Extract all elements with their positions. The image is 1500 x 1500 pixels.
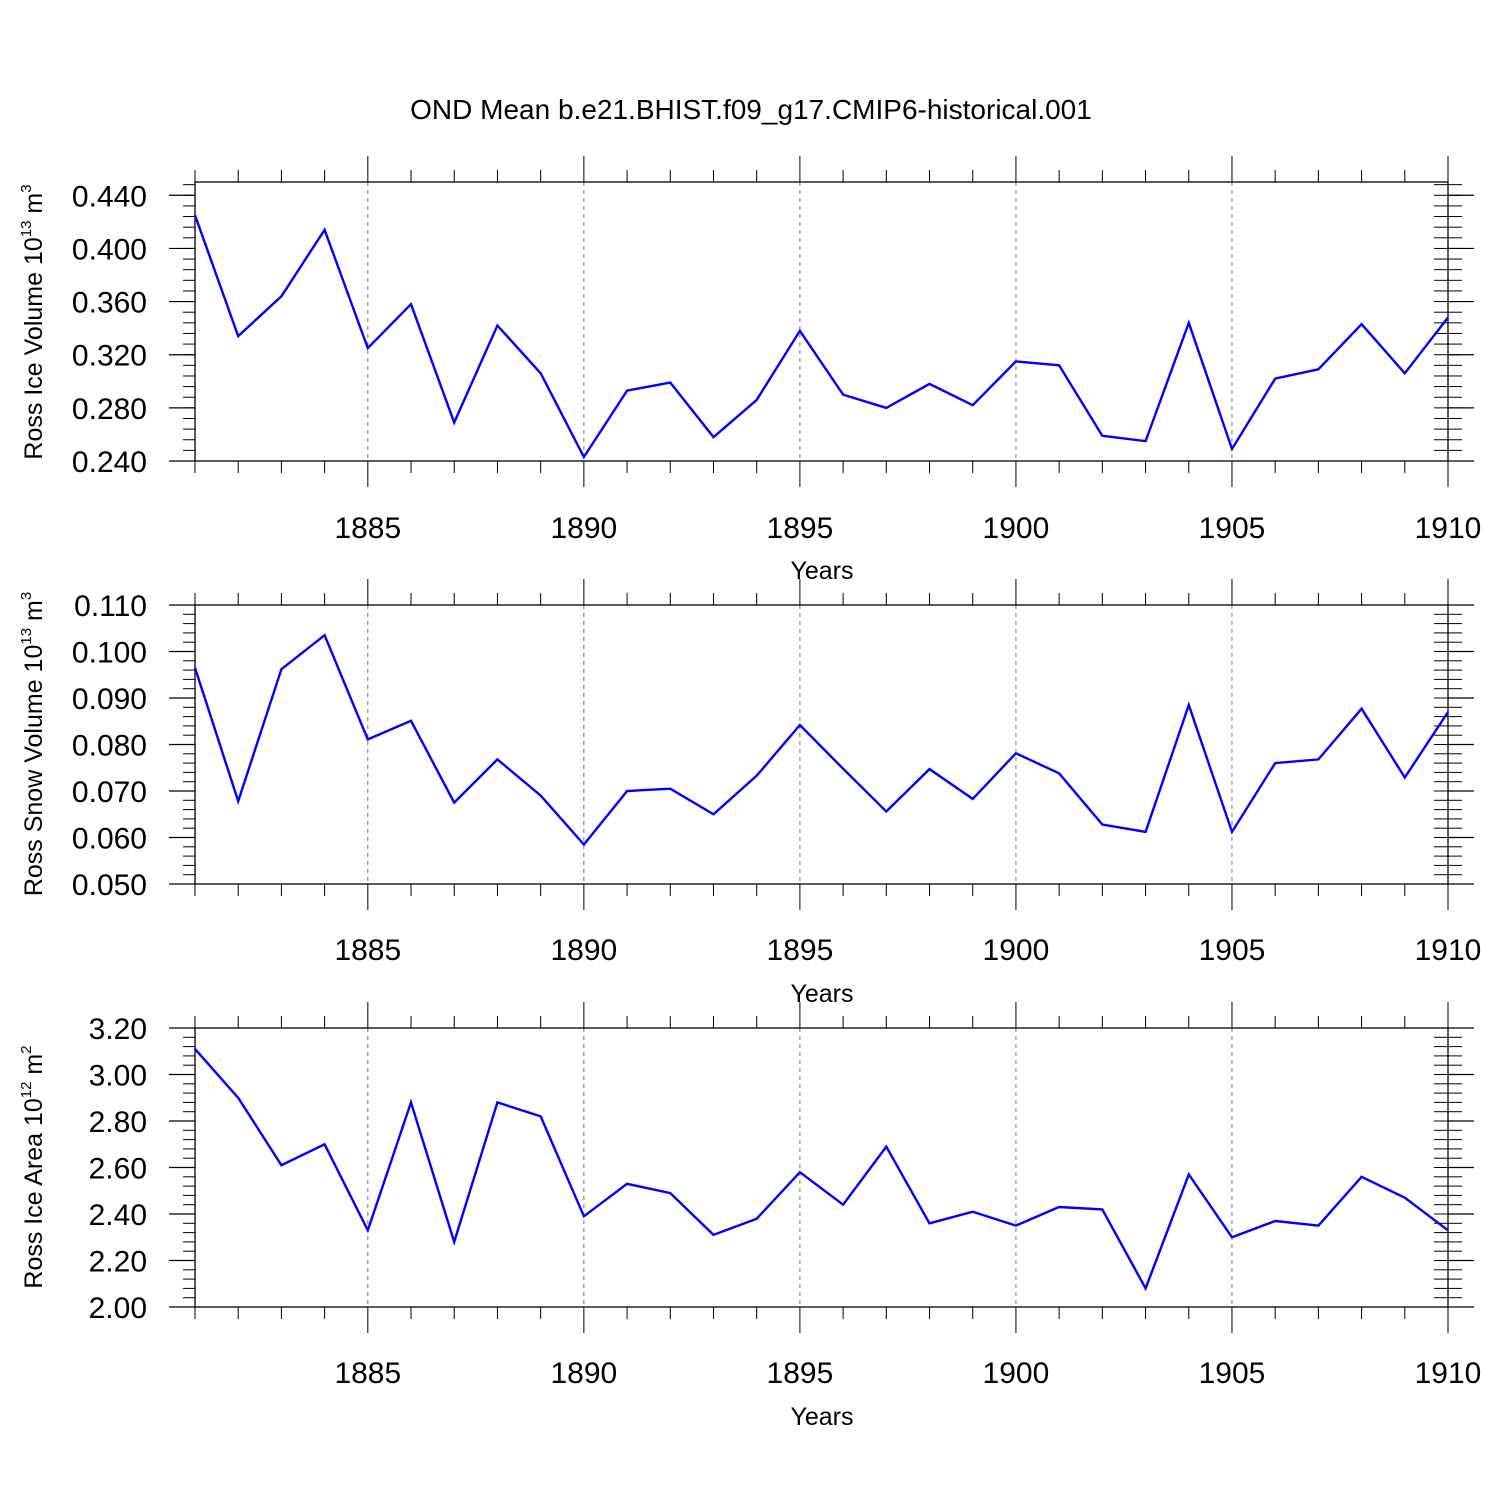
y-tick-label: 0.080 — [72, 730, 147, 763]
x-tick-label: 1890 — [550, 1357, 617, 1390]
x-axis-title: Years — [790, 980, 853, 1008]
series-line — [193, 214, 1449, 460]
y-tick-label: 3.00 — [89, 1060, 147, 1093]
panel-snow-volume: 0.050 0.060 0.070 0.080 0.090 0.100 0.110 1885 1… — [18, 579, 1481, 1008]
y-tick-label: 0.240 — [72, 446, 147, 479]
y-tick-label: 2.40 — [89, 1199, 147, 1232]
series-line — [194, 1048, 1449, 1292]
y-tick-label: 0.070 — [72, 776, 147, 809]
x-tick-label: 1885 — [334, 934, 401, 967]
plot-frame — [194, 604, 1449, 885]
y-tick-label: 2.80 — [89, 1106, 147, 1139]
y-tick-label: 0.320 — [72, 340, 147, 373]
x-tick-label: 1890 — [550, 934, 617, 967]
y-tick-label: 0.060 — [72, 823, 147, 856]
y-axis-title: Ross Snow Volume 1013 m3 — [18, 592, 48, 896]
x-tick-label: 1910 — [1415, 934, 1482, 967]
panel-ice-area: 2.00 2.20 2.40 2.60 2.80 3.00 3.20 1885 1890 1895… — [18, 1002, 1481, 1431]
x-axis-title: Years — [790, 1403, 853, 1431]
x-tick-label: 1895 — [767, 934, 834, 967]
x-axis-title: Years — [790, 557, 853, 585]
x-tick-label: 1895 — [767, 1357, 834, 1390]
y-axis-title: Ross Ice Area 1012 m2 — [18, 1045, 48, 1288]
y-tick-label: 2.60 — [89, 1153, 147, 1186]
y-tick-label: 0.280 — [72, 393, 147, 426]
y-tick-label: 0.100 — [72, 637, 147, 670]
x-tick-label: 1900 — [983, 1357, 1050, 1390]
x-tick-label: 1910 — [1415, 512, 1482, 545]
y-axis-title: Ross Ice Volume 1013 m3 — [18, 184, 48, 459]
x-tick-label: 1885 — [334, 1357, 401, 1390]
y-tick-label: 0.110 — [74, 590, 147, 623]
y-tick-label: 0.400 — [72, 233, 147, 266]
y-tick-label: 0.090 — [72, 683, 147, 716]
y-tick-label: 0.050 — [72, 869, 147, 902]
x-tick-label: 1905 — [1199, 1357, 1266, 1390]
x-tick-label: 1895 — [767, 512, 834, 545]
x-tick-label: 1900 — [983, 512, 1050, 545]
x-tick-label: 1885 — [334, 512, 401, 545]
x-tick-label: 1910 — [1415, 1357, 1482, 1390]
series-line — [193, 633, 1450, 847]
plot-frame — [194, 181, 1449, 462]
panel-ice-volume: 0.240 0.280 0.320 0.360 0.400 0.440 1885 1890 18… — [18, 156, 1481, 585]
y-tick-label: 2.00 — [89, 1292, 147, 1325]
y-tick-label: 0.360 — [72, 287, 147, 320]
y-tick-label: 0.440 — [72, 180, 147, 213]
x-tick-label: 1900 — [983, 934, 1050, 967]
y-tick-label: 3.20 — [89, 1013, 147, 1046]
plot-frame — [194, 1027, 1449, 1308]
chart-title: OND Mean b.e21.BHIST.f09_g17.CMIP6-histo… — [410, 94, 1092, 125]
y-tick-label: 2.20 — [89, 1246, 147, 1279]
x-tick-label: 1905 — [1199, 934, 1266, 967]
x-tick-label: 1890 — [550, 512, 617, 545]
x-tick-label: 1905 — [1199, 512, 1266, 545]
